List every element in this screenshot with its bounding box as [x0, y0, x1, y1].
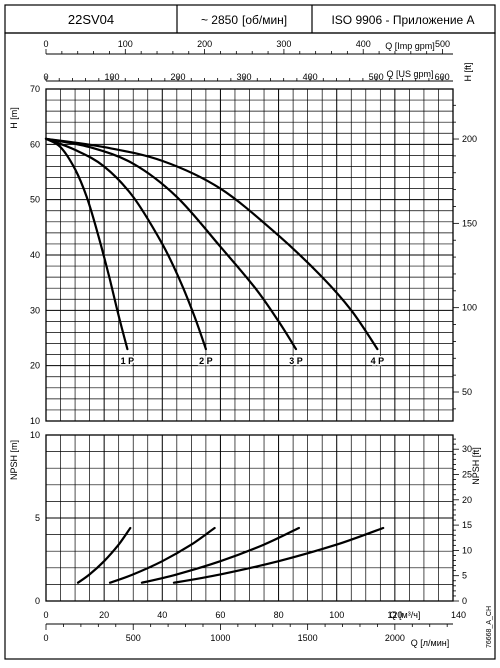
standard-label: ISO 9906 - Приложение A	[331, 13, 474, 27]
top-axis-imp-label: Q [Imp gpm]	[385, 41, 435, 51]
npsh-right-tick-label: 0	[462, 596, 467, 606]
bottom-axis-lmin-label: Q [л/мин]	[411, 638, 449, 648]
head-right-tick-label: 150	[462, 218, 477, 228]
x-tick-label: 80	[274, 610, 284, 620]
npsh-right-tick-label: 25	[462, 470, 472, 480]
head-y-tick-label: 70	[30, 84, 40, 94]
bottom-axis-lmin-tick-label: 500	[126, 633, 141, 643]
top-axis-us-tick-label: 500	[369, 72, 384, 82]
x-tick-label: 140	[451, 610, 466, 620]
x-tick-label: 120	[387, 610, 402, 620]
bottom-axis-lmin-tick-label: 1000	[210, 633, 230, 643]
npsh-curve-3p	[140, 526, 300, 584]
top-axis-imp-tick-label: 100	[118, 39, 133, 49]
top-axis-us-label: Q [US gpm]	[386, 69, 433, 79]
curves-layer	[44, 137, 385, 584]
grid-layer	[45, 88, 454, 602]
head-curve-2p	[44, 137, 207, 351]
head-plot-frame	[45, 88, 454, 422]
bottom-axis-m3h-label: Q [м³/ч]	[390, 610, 421, 620]
footnote-code: 76668_A_CH	[486, 606, 493, 648]
head-curve-label-1p: 1 P	[121, 356, 135, 366]
head-curve-label-3p: 3 P	[289, 356, 303, 366]
head-y-label-right: H [ft]	[463, 62, 473, 81]
head-y-tick-label: 40	[30, 250, 40, 260]
x-tick-label: 60	[215, 610, 225, 620]
top-axis-us-tick-label: 400	[303, 72, 318, 82]
axes-layer	[45, 49, 459, 630]
top-axis-us-tick-label: 0	[43, 72, 48, 82]
npsh-y-label-left: NPSH [m]	[9, 440, 19, 480]
npsh-right-tick-label: 10	[462, 545, 472, 555]
model-name: 22SV04	[68, 12, 114, 27]
top-axis-us-tick-label: 300	[237, 72, 252, 82]
npsh-right-tick-label: 20	[462, 495, 472, 505]
npsh-right-tick-label: 15	[462, 520, 472, 530]
head-y-tick-label: 20	[30, 361, 40, 371]
npsh-curve-2p	[108, 526, 216, 584]
top-axis-us-tick-label: 600	[435, 72, 450, 82]
head-curve-1p	[44, 137, 129, 351]
npsh-y-tick-label: 10	[30, 430, 40, 440]
head-y-label-left: H [m]	[9, 107, 19, 129]
speed-unit: [об/мин]	[242, 13, 287, 27]
head-right-tick-label: 100	[462, 303, 477, 313]
x-tick-label: 0	[43, 610, 48, 620]
x-tick-label: 100	[329, 610, 344, 620]
head-y-tick-label: 10	[30, 416, 40, 426]
bottom-axis-lmin-tick-label: 0	[43, 633, 48, 643]
head-right-tick-label: 200	[462, 134, 477, 144]
npsh-y-tick-label: 5	[35, 513, 40, 523]
head-y-tick-label: 60	[30, 139, 40, 149]
top-axis-imp-tick-label: 0	[43, 39, 48, 49]
top-axis-imp-tick-label: 200	[197, 39, 212, 49]
top-axis-us-tick-label: 100	[105, 72, 120, 82]
head-curve-label-4p: 4 P	[371, 356, 385, 366]
top-axis-imp-tick-label: 400	[356, 39, 371, 49]
head-curve-3p	[44, 137, 298, 351]
x-tick-label: 20	[99, 610, 109, 620]
top-axis-us-tick-label: 200	[171, 72, 186, 82]
npsh-right-tick-label: 5	[462, 571, 467, 581]
speed-value: ~ 2850	[201, 13, 238, 27]
head-curve-4p	[44, 137, 379, 351]
npsh-right-tick-label: 30	[462, 444, 472, 454]
bottom-axis-lmin-tick-label: 2000	[385, 633, 405, 643]
npsh-y-label-right: NPSH [ft]	[471, 447, 481, 485]
head-y-tick-label: 30	[30, 305, 40, 315]
npsh-curve-4p	[172, 526, 385, 584]
top-axis-imp-tick-label: 500	[435, 39, 450, 49]
top-axis-imp-tick-label: 300	[276, 39, 291, 49]
x-tick-label: 40	[157, 610, 167, 620]
head-y-tick-label: 50	[30, 195, 40, 205]
head-curve-label-2p: 2 P	[199, 356, 213, 366]
npsh-plot-frame	[45, 434, 454, 602]
outer-frame	[4, 32, 496, 660]
head-right-tick-label: 50	[462, 387, 472, 397]
npsh-y-tick-label: 0	[35, 596, 40, 606]
bottom-axis-lmin-tick-label: 1500	[298, 633, 318, 643]
npsh-curve-1p	[76, 526, 132, 584]
